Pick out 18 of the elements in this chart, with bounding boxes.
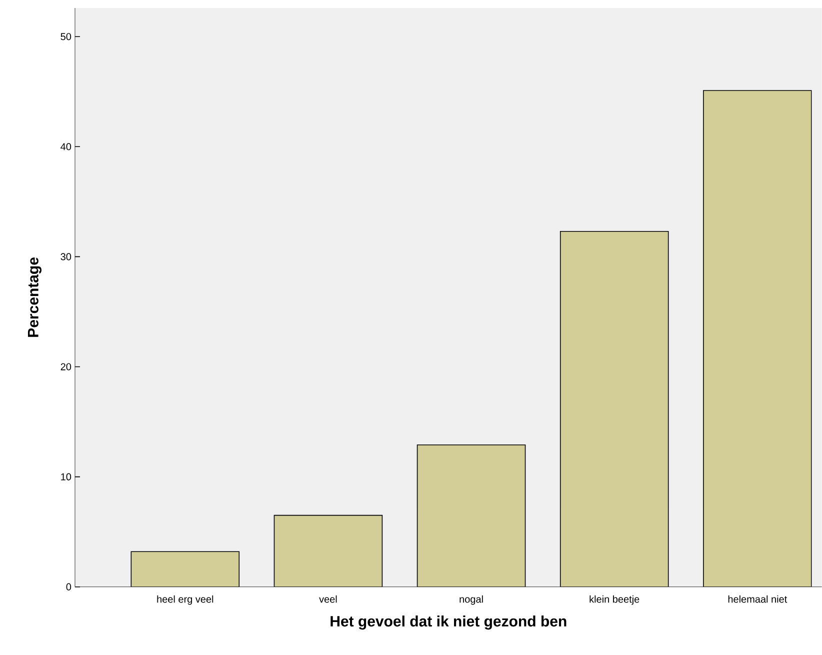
x-tick-label: nogal — [460, 595, 483, 605]
bar — [703, 90, 812, 587]
x-tick-label: veel — [319, 595, 337, 603]
y-tick-label: 10 — [61, 473, 72, 480]
x-tick-label: heel erg veel — [157, 595, 214, 605]
bar — [130, 551, 240, 587]
y-tick-label: 50 — [60, 33, 72, 40]
bar — [274, 514, 383, 587]
y-tick-label: 0 — [66, 583, 72, 590]
bar — [560, 231, 669, 587]
y-tick-label: 30 — [60, 253, 72, 260]
x-tick-label: klein beetje — [590, 595, 640, 605]
y-axis-title: Percentage — [28, 258, 42, 337]
x-tick-label: helemaal niet — [728, 595, 788, 603]
bar — [416, 444, 526, 587]
x-axis-title: Het gevoel dat ik niet gezond ben — [330, 616, 566, 630]
y-tick-label: 20 — [60, 363, 72, 370]
y-tick-label: 40 — [60, 143, 72, 150]
